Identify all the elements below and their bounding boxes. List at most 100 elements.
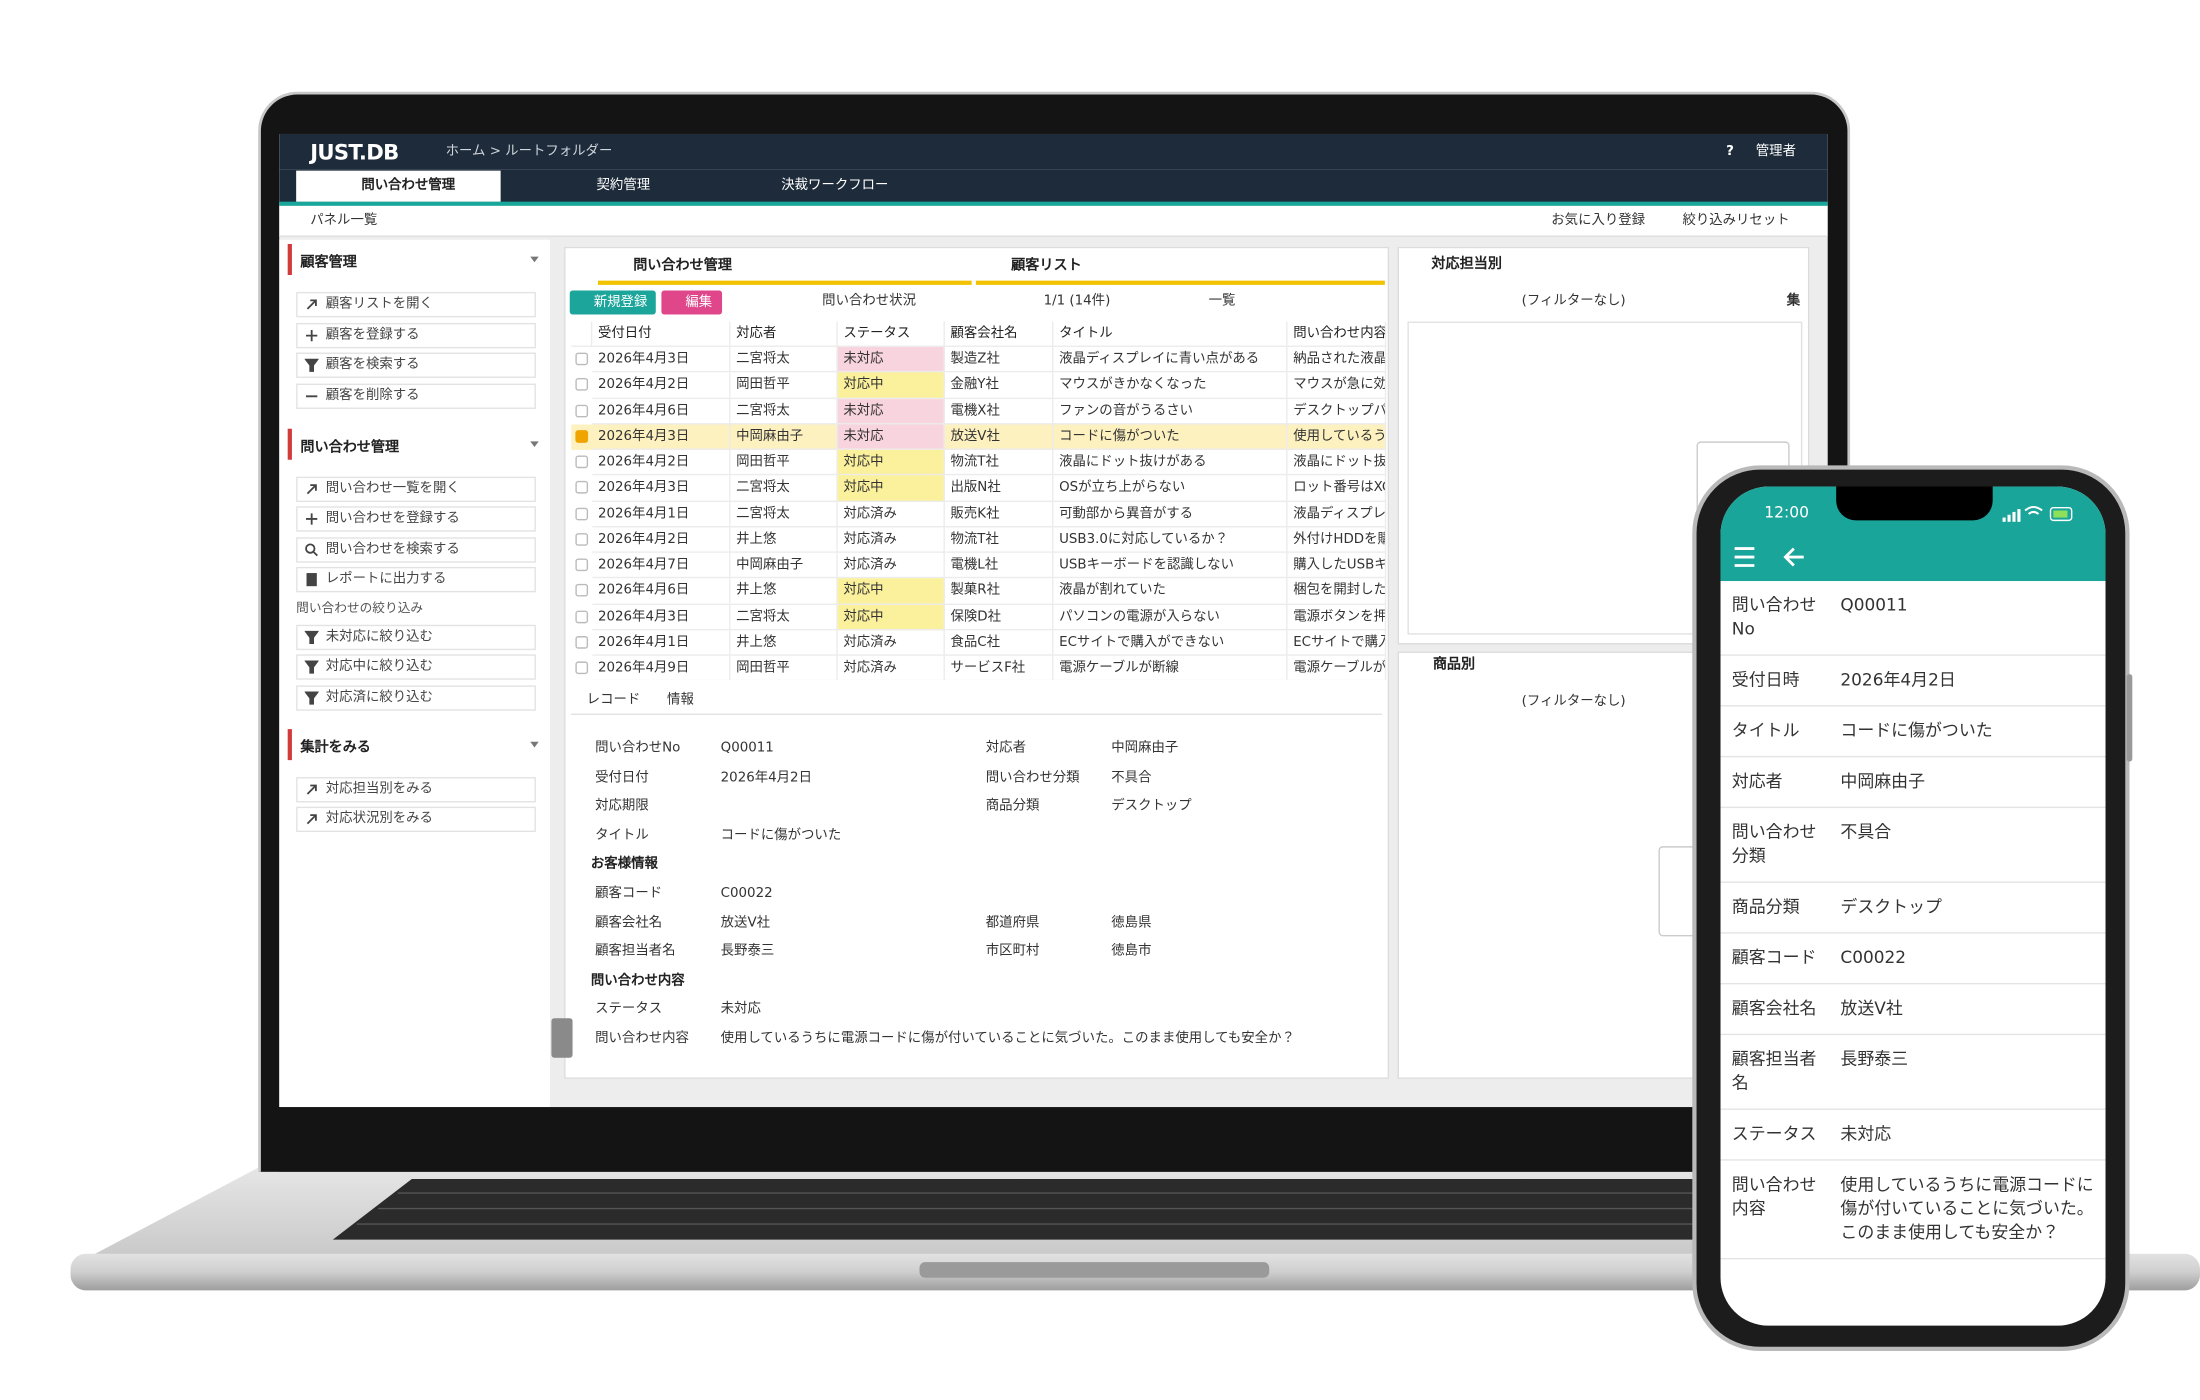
panel-title: 商品別 xyxy=(1432,657,1476,673)
back-button[interactable] xyxy=(1783,547,1804,567)
section-header[interactable]: 問い合わせ管理 xyxy=(287,428,542,460)
collapse-button[interactable] xyxy=(551,1018,573,1058)
table-cell: マウスが急に効 xyxy=(1287,372,1387,399)
menu-item[interactable]: 未対応に絞り込む xyxy=(296,624,536,650)
summary-button[interactable]: 集 xyxy=(1786,293,1801,309)
table-cell: 2026年4月3日 xyxy=(592,475,731,502)
button[interactable]: 新規登録 xyxy=(569,290,656,315)
checkbox[interactable] xyxy=(575,352,589,366)
reset-button[interactable]: 絞り込みリセット xyxy=(1682,212,1790,229)
table-cell: 液晶が割れていた xyxy=(1053,578,1288,605)
tab[interactable]: 決裁ワークフロー xyxy=(781,177,889,194)
menu-label: 顧客を登録する xyxy=(325,326,420,342)
menu-button[interactable] xyxy=(1734,547,1755,567)
field-value: 放送V社 xyxy=(720,914,771,931)
checkbox[interactable] xyxy=(575,558,589,572)
filter-select[interactable]: (フィルターなし) xyxy=(1521,293,1626,309)
detail-tab[interactable]: レコード xyxy=(586,692,641,708)
column-header: 対応者 xyxy=(730,321,838,347)
table-cell: 購入したUSBキ xyxy=(1287,552,1387,579)
checkbox[interactable] xyxy=(575,455,589,469)
menu-item[interactable]: 対応状況別をみる xyxy=(296,806,536,833)
icon xyxy=(306,573,317,587)
checkbox[interactable] xyxy=(575,584,589,597)
icon-part xyxy=(304,358,319,372)
table-cell: 岡田哲平 xyxy=(731,655,838,680)
tab-bar xyxy=(279,169,1828,204)
section-header[interactable]: 顧客管理 xyxy=(287,243,542,276)
field-label: ステータス xyxy=(595,1001,663,1018)
menu-item[interactable]: 顧客を登録する xyxy=(296,322,536,348)
icon xyxy=(304,630,319,644)
detail-tab[interactable]: 情報 xyxy=(667,692,694,708)
menu-item[interactable]: 問い合わせを登録する xyxy=(296,506,536,532)
icon-part xyxy=(313,550,318,556)
table-cell: 井上悠 xyxy=(730,527,838,553)
panel-list[interactable]: パネル一覧 xyxy=(310,212,378,229)
record-row: 問い合わせ内容 使用しているうちに電源コードに傷が付いていることに気づいた。このま… xyxy=(1720,1161,2106,1260)
checkbox[interactable] xyxy=(575,661,589,675)
menu-item[interactable]: 問い合わせ一覧を開く xyxy=(296,475,536,502)
table-cell: 2026年4月9日 xyxy=(592,655,731,680)
menu-item[interactable]: 問い合わせを検索する xyxy=(296,536,536,562)
filter-select[interactable]: (フィルターなし) xyxy=(1521,693,1626,710)
checkbox[interactable] xyxy=(575,635,589,649)
table-cell: 液晶にドット抜 xyxy=(1287,449,1387,476)
table-cell: 2026年4月2日 xyxy=(592,449,731,476)
field-label: 顧客会社名 xyxy=(1731,998,1817,1019)
menu-item[interactable]: レポートに出力する xyxy=(296,566,536,593)
icon-part xyxy=(306,299,317,310)
table-cell: ECサイトで購入ができない xyxy=(1053,630,1288,656)
user-menu[interactable]: 管理者 xyxy=(1755,143,1796,160)
phone: 12:00 問い合わせNo Q00011 受付日時 2026年4月2日 タイトル コードに傷… xyxy=(1692,465,2130,1352)
table-cell: 井上悠 xyxy=(730,630,838,656)
menu-item[interactable]: 対応中に絞り込む xyxy=(296,654,536,680)
table-cell: 岡田哲平 xyxy=(730,372,838,399)
filter-select[interactable]: 問い合わせ状況 xyxy=(822,293,916,309)
record-row: 対応者 中岡麻由子 xyxy=(1720,757,2106,809)
icon xyxy=(304,690,319,704)
menu-item[interactable]: 顧客を検索する xyxy=(296,352,536,378)
tab[interactable]: 契約管理 xyxy=(596,177,651,194)
checkbox[interactable] xyxy=(575,532,589,546)
table-cell: 二宮将太 xyxy=(730,475,838,502)
checkbox[interactable] xyxy=(575,506,589,520)
menu-label: 対応状況別をみる xyxy=(325,810,433,827)
icon-part xyxy=(310,814,317,821)
tab-underline xyxy=(597,280,972,285)
menu-label: 対応済に絞り込む xyxy=(325,688,433,705)
table-row[interactable] xyxy=(571,424,1387,450)
checkbox[interactable] xyxy=(575,378,589,391)
checkbox[interactable] xyxy=(575,429,589,443)
menu-label: 顧客を検索する xyxy=(325,356,420,373)
favorite-button[interactable]: お気に入り登録 xyxy=(1551,212,1646,229)
table-cell: 放送V社 xyxy=(944,424,1054,450)
menu-item[interactable]: 顧客を削除する xyxy=(296,382,536,409)
checkbox[interactable] xyxy=(575,609,589,623)
table-cell: 物流T社 xyxy=(944,527,1054,553)
tab[interactable]: 問い合わせ管理 xyxy=(296,170,501,202)
checkbox[interactable] xyxy=(575,481,589,494)
table-cell: 対応済み xyxy=(838,655,945,680)
collapse-arrow xyxy=(530,256,539,263)
phone-icons xyxy=(1734,506,2073,567)
table-cell: 2026年4月1日 xyxy=(592,501,731,528)
table-cell: サービスF社 xyxy=(945,655,1054,680)
button[interactable]: 編集 xyxy=(661,290,723,315)
table-cell: 2026年4月3日 xyxy=(592,346,731,373)
checkbox[interactable] xyxy=(575,404,589,417)
menu-item[interactable]: 対応担当別をみる xyxy=(296,776,536,802)
icon xyxy=(306,513,318,525)
menu-item[interactable]: 顧客リストを開く xyxy=(296,291,536,318)
field-label: 商品分類 xyxy=(985,798,1040,814)
view-select[interactable]: 一覧 xyxy=(1208,293,1236,309)
field-label: ステータス xyxy=(1731,1123,1817,1144)
table-cell: USB3.0に対応しているか？ xyxy=(1053,527,1288,553)
panel-tab[interactable]: 顧客リスト xyxy=(1011,258,1082,274)
icon-part xyxy=(310,483,317,491)
menu-item[interactable]: 対応済に絞り込む xyxy=(296,684,536,711)
panel-tab[interactable]: 問い合わせ管理 xyxy=(633,258,732,274)
section-title: お客様情報 xyxy=(590,856,658,873)
table-cell: 保険D社 xyxy=(944,604,1054,631)
section-header[interactable]: 集計をみる xyxy=(287,728,542,760)
